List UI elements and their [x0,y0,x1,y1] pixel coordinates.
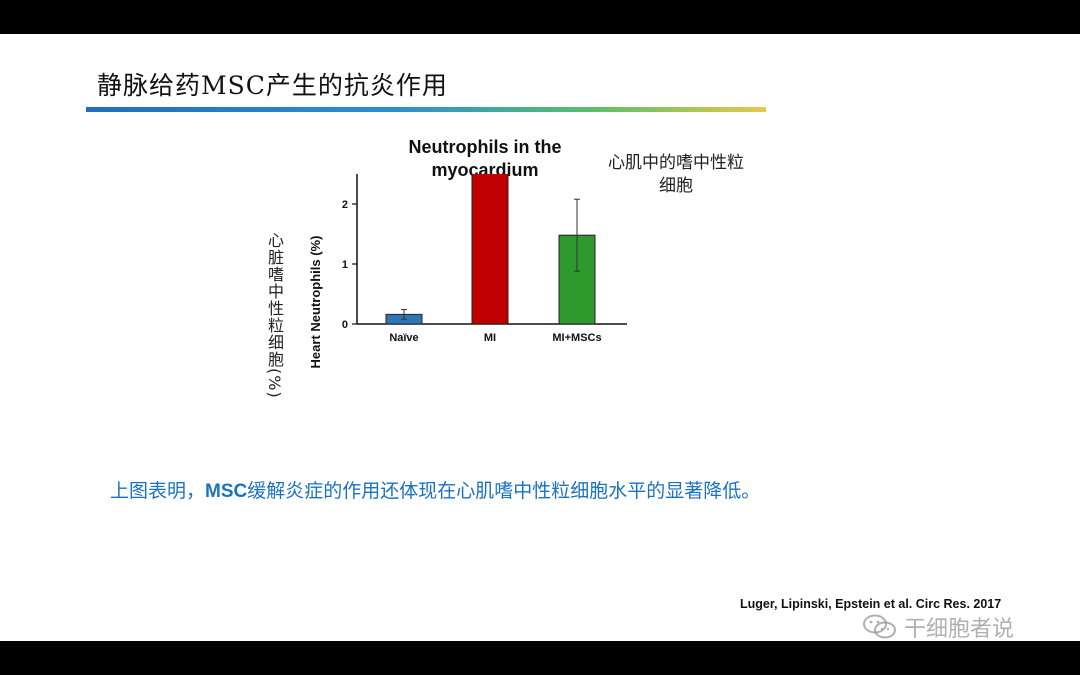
conclusion-text: 上图表明，MSC缓解炎症的作用还体现在心肌嗜中性粒细胞水平的显著降低。 [110,478,810,505]
title-underline [86,107,766,112]
y-tick-label: 1 [342,259,348,271]
bar [471,174,509,325]
slide-title: 静脉给药MSC产生的抗炎作用 [97,71,448,100]
watermark: 干细胞者说 [862,612,1014,641]
x-tick-label: Naïve [389,332,418,344]
vertical-axis-label-cn: 心脏嗜中性粒细胞(%) [265,232,284,399]
side-note: 心肌中的嗜中性粒细胞 [608,153,744,196]
watermark-text: 干细胞者说 [904,617,1015,641]
conclusion-prefix: 上图表明， [110,480,206,502]
conclusion-rest: 缓解炎症的作用还体现在心肌嗜中性粒细胞水平的显著降低。 [247,480,761,502]
y-tick-label: 0 [342,319,348,331]
slide: 静脉给药MSC产生的抗炎作用 Neutrophils in the myocar… [0,34,1080,641]
wechat-icon [863,614,896,639]
bar-chart: Heart Neutrophils (%) 01234NaïveMIMI+MSC… [308,174,627,369]
chart-title: Neutrophils in the myocardium [408,137,562,180]
conclusion-bold: MSC [205,481,248,502]
y-axis-label: Heart Neutrophils (%) [308,236,323,369]
citation: Luger, Lipinski, Epstein et al. Circ Res… [740,597,1002,611]
y-tick-label: 2 [342,199,348,211]
x-tick-label: MI [484,332,496,344]
x-tick-label: MI+MSCs [552,332,601,344]
bar [558,234,596,325]
